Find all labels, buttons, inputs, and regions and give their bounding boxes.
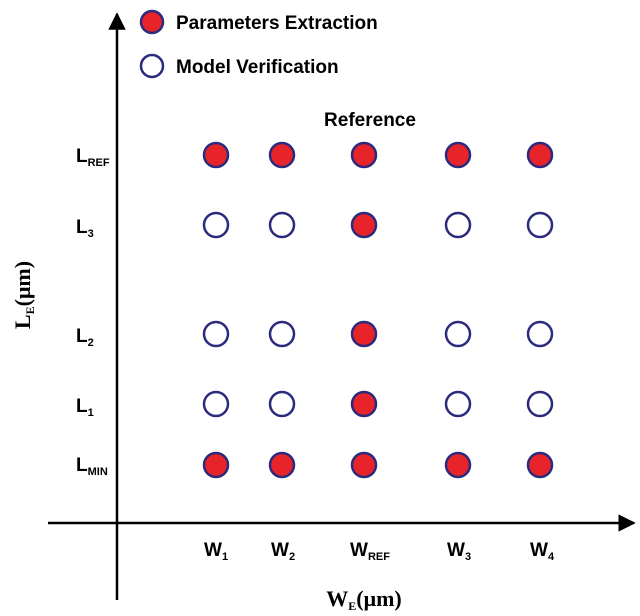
column-label: W3	[447, 540, 471, 563]
reference-label: Reference	[324, 110, 416, 131]
x-axis-title: WE(μm)	[326, 586, 401, 613]
parameters-extraction-point	[526, 451, 554, 479]
column-label: W2	[271, 540, 295, 563]
parameters-extraction-point	[268, 141, 296, 169]
sample-points	[202, 141, 554, 479]
column-label: W1	[204, 540, 228, 563]
model-verification-point	[202, 320, 230, 348]
row-labels: LREF L3 L2 L1 LMIN	[76, 146, 110, 478]
row-label: LMIN	[76, 455, 108, 478]
model-verification-point	[268, 320, 296, 348]
model-verification-point	[526, 320, 554, 348]
parameters-extraction-point	[350, 390, 378, 418]
row-label: L3	[76, 217, 94, 240]
parameters-extraction-point	[350, 451, 378, 479]
model-verification-point	[202, 211, 230, 239]
row-label: LREF	[76, 146, 110, 169]
legend-filled-marker	[139, 9, 165, 35]
parameters-extraction-point	[444, 451, 472, 479]
row-label: L2	[76, 326, 94, 349]
parameters-extraction-point	[202, 141, 230, 169]
legend-open-label: Model Verification	[176, 57, 339, 78]
parameters-extraction-point	[444, 141, 472, 169]
column-label: WREF	[350, 540, 390, 563]
model-verification-point	[526, 211, 554, 239]
model-verification-point	[268, 211, 296, 239]
parameters-extraction-point	[202, 451, 230, 479]
parameters-extraction-point	[350, 320, 378, 348]
parameters-extraction-point	[350, 211, 378, 239]
parameters-extraction-point	[350, 141, 378, 169]
model-verification-point	[202, 390, 230, 418]
parameters-extraction-point	[268, 451, 296, 479]
legend-filled-label: Parameters Extraction	[176, 13, 378, 34]
column-labels: W1 W2 WREF W3 W4	[204, 540, 555, 563]
model-verification-point	[526, 390, 554, 418]
model-verification-point	[444, 211, 472, 239]
model-verification-point	[268, 390, 296, 418]
model-verification-point	[444, 390, 472, 418]
model-verification-point	[444, 320, 472, 348]
legend-open-marker	[139, 53, 165, 79]
parameters-extraction-point	[526, 141, 554, 169]
legend: Parameters Extraction Model Verification	[139, 9, 378, 79]
y-axis-title: LE(μm)	[10, 261, 37, 329]
row-label: L1	[76, 396, 94, 419]
column-label: W4	[530, 540, 555, 563]
